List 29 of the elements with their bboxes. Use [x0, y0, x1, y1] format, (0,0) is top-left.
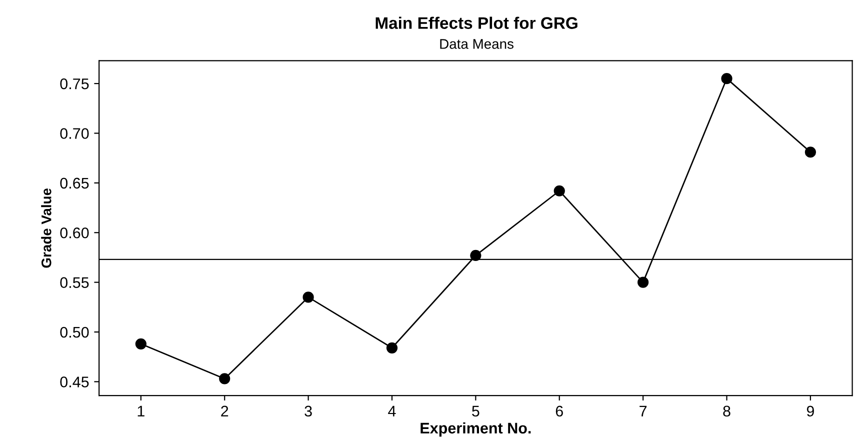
y-tick-label: 0.50	[60, 326, 89, 338]
y-tick-label: 0.60	[60, 227, 89, 238]
chart-subtitle: Data Means	[440, 39, 514, 49]
x-tick-label: 3	[304, 406, 312, 417]
point	[638, 276, 649, 288]
x-tick-label: 6	[556, 406, 563, 417]
y-tick-label: 0.55	[60, 277, 89, 288]
y-tick-label: 0.75	[60, 78, 89, 90]
x-tick-label: 4	[388, 406, 396, 416]
x-tick-label: 7	[640, 406, 647, 416]
x-tick-label: 5	[472, 406, 480, 417]
point	[135, 338, 146, 350]
x-tick-label: 9	[806, 406, 814, 417]
x-tick-label: 1	[138, 406, 144, 416]
y-tick-label: 0.70	[60, 128, 89, 139]
y-tick-label: 0.65	[60, 178, 89, 189]
chart-title: Main Effects Plot for GRG	[376, 16, 578, 29]
point	[386, 342, 398, 354]
x-tick-label: 8	[723, 406, 730, 417]
point	[470, 250, 482, 262]
point	[554, 185, 565, 196]
x-axis-title: Experiment No.	[420, 422, 531, 437]
point	[219, 373, 230, 384]
y-axis-title: Grade Value	[41, 188, 52, 268]
y-tick-label: 0.45	[60, 376, 89, 388]
x-tick-label: 2	[221, 406, 228, 416]
point	[804, 146, 816, 158]
point	[721, 73, 732, 84]
point	[302, 292, 314, 303]
